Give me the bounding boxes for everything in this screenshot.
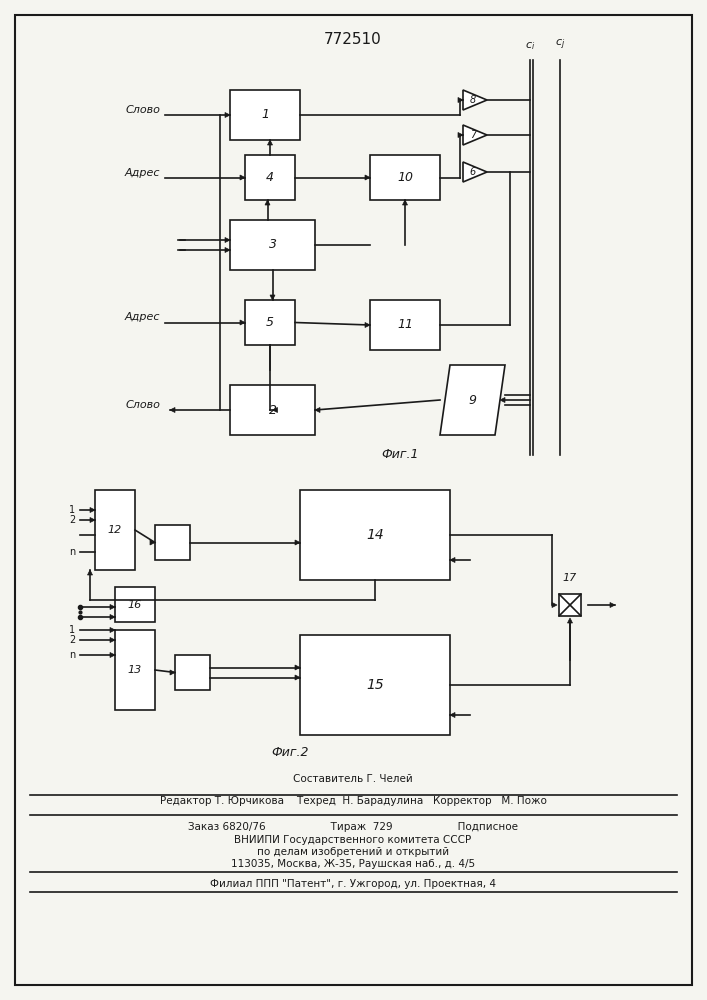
Polygon shape	[88, 570, 93, 575]
FancyBboxPatch shape	[230, 90, 300, 140]
Text: 10: 10	[397, 171, 413, 184]
FancyBboxPatch shape	[115, 630, 155, 710]
FancyBboxPatch shape	[230, 220, 315, 270]
Text: 5: 5	[266, 316, 274, 329]
Polygon shape	[240, 320, 245, 325]
FancyBboxPatch shape	[175, 655, 210, 690]
Polygon shape	[110, 604, 115, 609]
Text: 11: 11	[397, 318, 413, 332]
Polygon shape	[463, 90, 487, 110]
FancyBboxPatch shape	[155, 525, 190, 560]
FancyBboxPatch shape	[370, 155, 440, 200]
Polygon shape	[170, 670, 175, 675]
Text: ВНИИПИ Государственного комитета СССР: ВНИИПИ Государственного комитета СССР	[235, 835, 472, 845]
Text: n: n	[69, 650, 75, 660]
Polygon shape	[225, 237, 230, 242]
Polygon shape	[365, 322, 370, 328]
Text: Адрес: Адрес	[124, 167, 160, 178]
Polygon shape	[458, 98, 463, 103]
Polygon shape	[458, 132, 463, 137]
Text: 8: 8	[470, 95, 476, 105]
Polygon shape	[463, 125, 487, 145]
Text: 1: 1	[69, 505, 75, 515]
Polygon shape	[402, 200, 407, 205]
Text: 2: 2	[69, 515, 75, 525]
FancyBboxPatch shape	[300, 490, 450, 580]
FancyBboxPatch shape	[245, 155, 295, 200]
Polygon shape	[110, 614, 115, 619]
Text: Заказ 6820/76                    Тираж  729                    Подписное: Заказ 6820/76 Тираж 729 Подписное	[188, 822, 518, 832]
FancyBboxPatch shape	[95, 490, 135, 570]
Polygon shape	[450, 558, 455, 562]
Text: 1: 1	[261, 108, 269, 121]
Polygon shape	[270, 295, 275, 300]
Polygon shape	[440, 365, 505, 435]
Text: n: n	[69, 547, 75, 557]
Polygon shape	[225, 247, 230, 252]
FancyBboxPatch shape	[300, 635, 450, 735]
Text: 2: 2	[69, 635, 75, 645]
Text: 16: 16	[128, 599, 142, 609]
Polygon shape	[110, 628, 115, 633]
Text: 15: 15	[366, 678, 384, 692]
Text: Филиал ППП "Патент", г. Ужгород, ул. Проектная, 4: Филиал ППП "Патент", г. Ужгород, ул. Про…	[210, 879, 496, 889]
Text: 17: 17	[563, 573, 577, 583]
Text: 7: 7	[470, 130, 476, 140]
Text: 3: 3	[269, 238, 276, 251]
Bar	[559, 594, 580, 616]
Text: 13: 13	[128, 665, 142, 675]
Text: Фиг.2: Фиг.2	[271, 746, 309, 758]
Polygon shape	[568, 618, 573, 623]
Text: 4: 4	[266, 171, 274, 184]
Text: Фиг.1: Фиг.1	[381, 448, 419, 462]
Polygon shape	[295, 665, 300, 670]
FancyBboxPatch shape	[115, 587, 155, 622]
Polygon shape	[225, 112, 230, 117]
Polygon shape	[272, 408, 278, 412]
Text: Составитель Г. Челей: Составитель Г. Челей	[293, 774, 413, 784]
Polygon shape	[610, 602, 615, 607]
Polygon shape	[267, 140, 272, 145]
Text: Редактор Т. Юрчикова    Техред  Н. Барадулина   Корректор   М. Пожо: Редактор Т. Юрчикова Техред Н. Барадулин…	[160, 796, 547, 806]
Text: 14: 14	[366, 528, 384, 542]
Polygon shape	[90, 518, 95, 522]
Polygon shape	[295, 675, 300, 680]
Polygon shape	[170, 408, 175, 412]
Polygon shape	[500, 397, 505, 402]
Polygon shape	[450, 712, 455, 718]
Polygon shape	[110, 652, 115, 658]
Polygon shape	[240, 175, 245, 180]
Text: 12: 12	[108, 525, 122, 535]
Text: $c_j$: $c_j$	[555, 38, 565, 52]
FancyBboxPatch shape	[370, 300, 440, 350]
Polygon shape	[110, 638, 115, 643]
Polygon shape	[463, 162, 487, 182]
Text: 2: 2	[269, 403, 276, 416]
Text: 772510: 772510	[324, 32, 382, 47]
Polygon shape	[295, 540, 300, 545]
Polygon shape	[315, 408, 320, 412]
FancyBboxPatch shape	[245, 300, 295, 345]
Polygon shape	[150, 540, 155, 545]
Text: Слово: Слово	[125, 400, 160, 410]
Polygon shape	[90, 508, 95, 512]
Text: 1: 1	[69, 625, 75, 635]
Text: 9: 9	[469, 393, 477, 406]
Text: Слово: Слово	[125, 105, 160, 115]
Polygon shape	[552, 602, 557, 607]
Polygon shape	[365, 175, 370, 180]
Text: по делам изобретений и открытий: по делам изобретений и открытий	[257, 847, 449, 857]
Text: 6: 6	[470, 167, 476, 177]
Text: 113035, Москва, Ж-35, Раушская наб., д. 4/5: 113035, Москва, Ж-35, Раушская наб., д. …	[231, 859, 475, 869]
Text: Адрес: Адрес	[124, 312, 160, 322]
FancyBboxPatch shape	[230, 385, 315, 435]
Polygon shape	[265, 200, 270, 205]
Text: $c_i$: $c_i$	[525, 40, 535, 52]
